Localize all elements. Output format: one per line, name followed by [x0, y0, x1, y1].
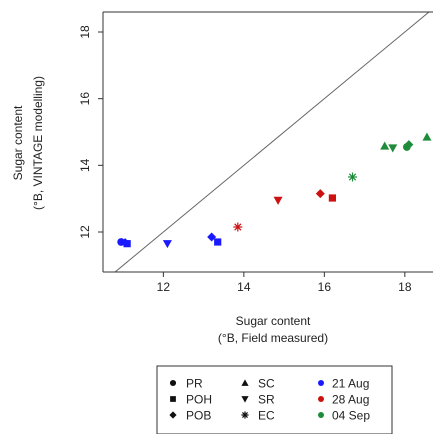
data-point [233, 222, 243, 232]
y-tick-label: 12 [78, 225, 92, 239]
legend: PR POH POB SC SR EC 21 Aug 28 Aug 04 Sep [156, 365, 393, 434]
data-point [422, 132, 432, 141]
data-point [380, 141, 390, 150]
data-point [404, 140, 414, 150]
data-point [315, 189, 325, 199]
legend-label-sr: SR [258, 393, 275, 407]
x-axis-unit: (°B, Field measured) [218, 331, 328, 345]
legend-marker-sr [241, 396, 249, 403]
legend-box [156, 365, 393, 434]
plot-area [114, 12, 432, 272]
x-tick-label: 12 [157, 280, 171, 294]
data-point [328, 194, 336, 202]
x-tick-label: 16 [318, 280, 332, 294]
data-point [162, 240, 172, 249]
axes: 12 14 16 18 12 14 16 18 [78, 11, 433, 294]
data-point [388, 144, 398, 153]
legend-date-label: 21 Aug [332, 377, 369, 391]
legend-label-sc: SC [258, 377, 275, 391]
x-axis-title: Sugar content [236, 314, 311, 328]
legend-color-1 [318, 396, 324, 402]
data-point [348, 172, 358, 182]
legend-date-label: 28 Aug [332, 393, 369, 407]
data-point [207, 232, 217, 242]
legend-date-label: 04 Sep [332, 409, 370, 423]
y-tick-label: 18 [78, 25, 92, 39]
legend-color-2 [318, 412, 324, 418]
x-tick-label: 14 [237, 280, 251, 294]
legend-color-0 [318, 380, 324, 386]
one-to-one-line [114, 12, 430, 272]
x-tick-label: 18 [398, 280, 412, 294]
y-tick-label: 14 [78, 158, 92, 172]
legend-marker-sc [241, 379, 249, 386]
legend-label-ec: EC [258, 409, 275, 423]
y-axis-unit: (°B, VINTAGE modelling) [31, 76, 45, 210]
data-point [214, 238, 222, 246]
y-axis-title: Sugar content [11, 105, 25, 180]
legend-label-pr: PR [186, 377, 203, 391]
legend-marker-ec [241, 411, 249, 419]
data-point [120, 238, 130, 248]
legend-marker-pr [169, 379, 177, 387]
legend-label-pob: POB [186, 409, 211, 423]
legend-marker-pob [169, 411, 177, 419]
y-tick-label: 16 [78, 92, 92, 106]
legend-marker-poh [170, 396, 176, 402]
legend-label-poh: POH [186, 393, 212, 407]
data-point [273, 196, 283, 205]
